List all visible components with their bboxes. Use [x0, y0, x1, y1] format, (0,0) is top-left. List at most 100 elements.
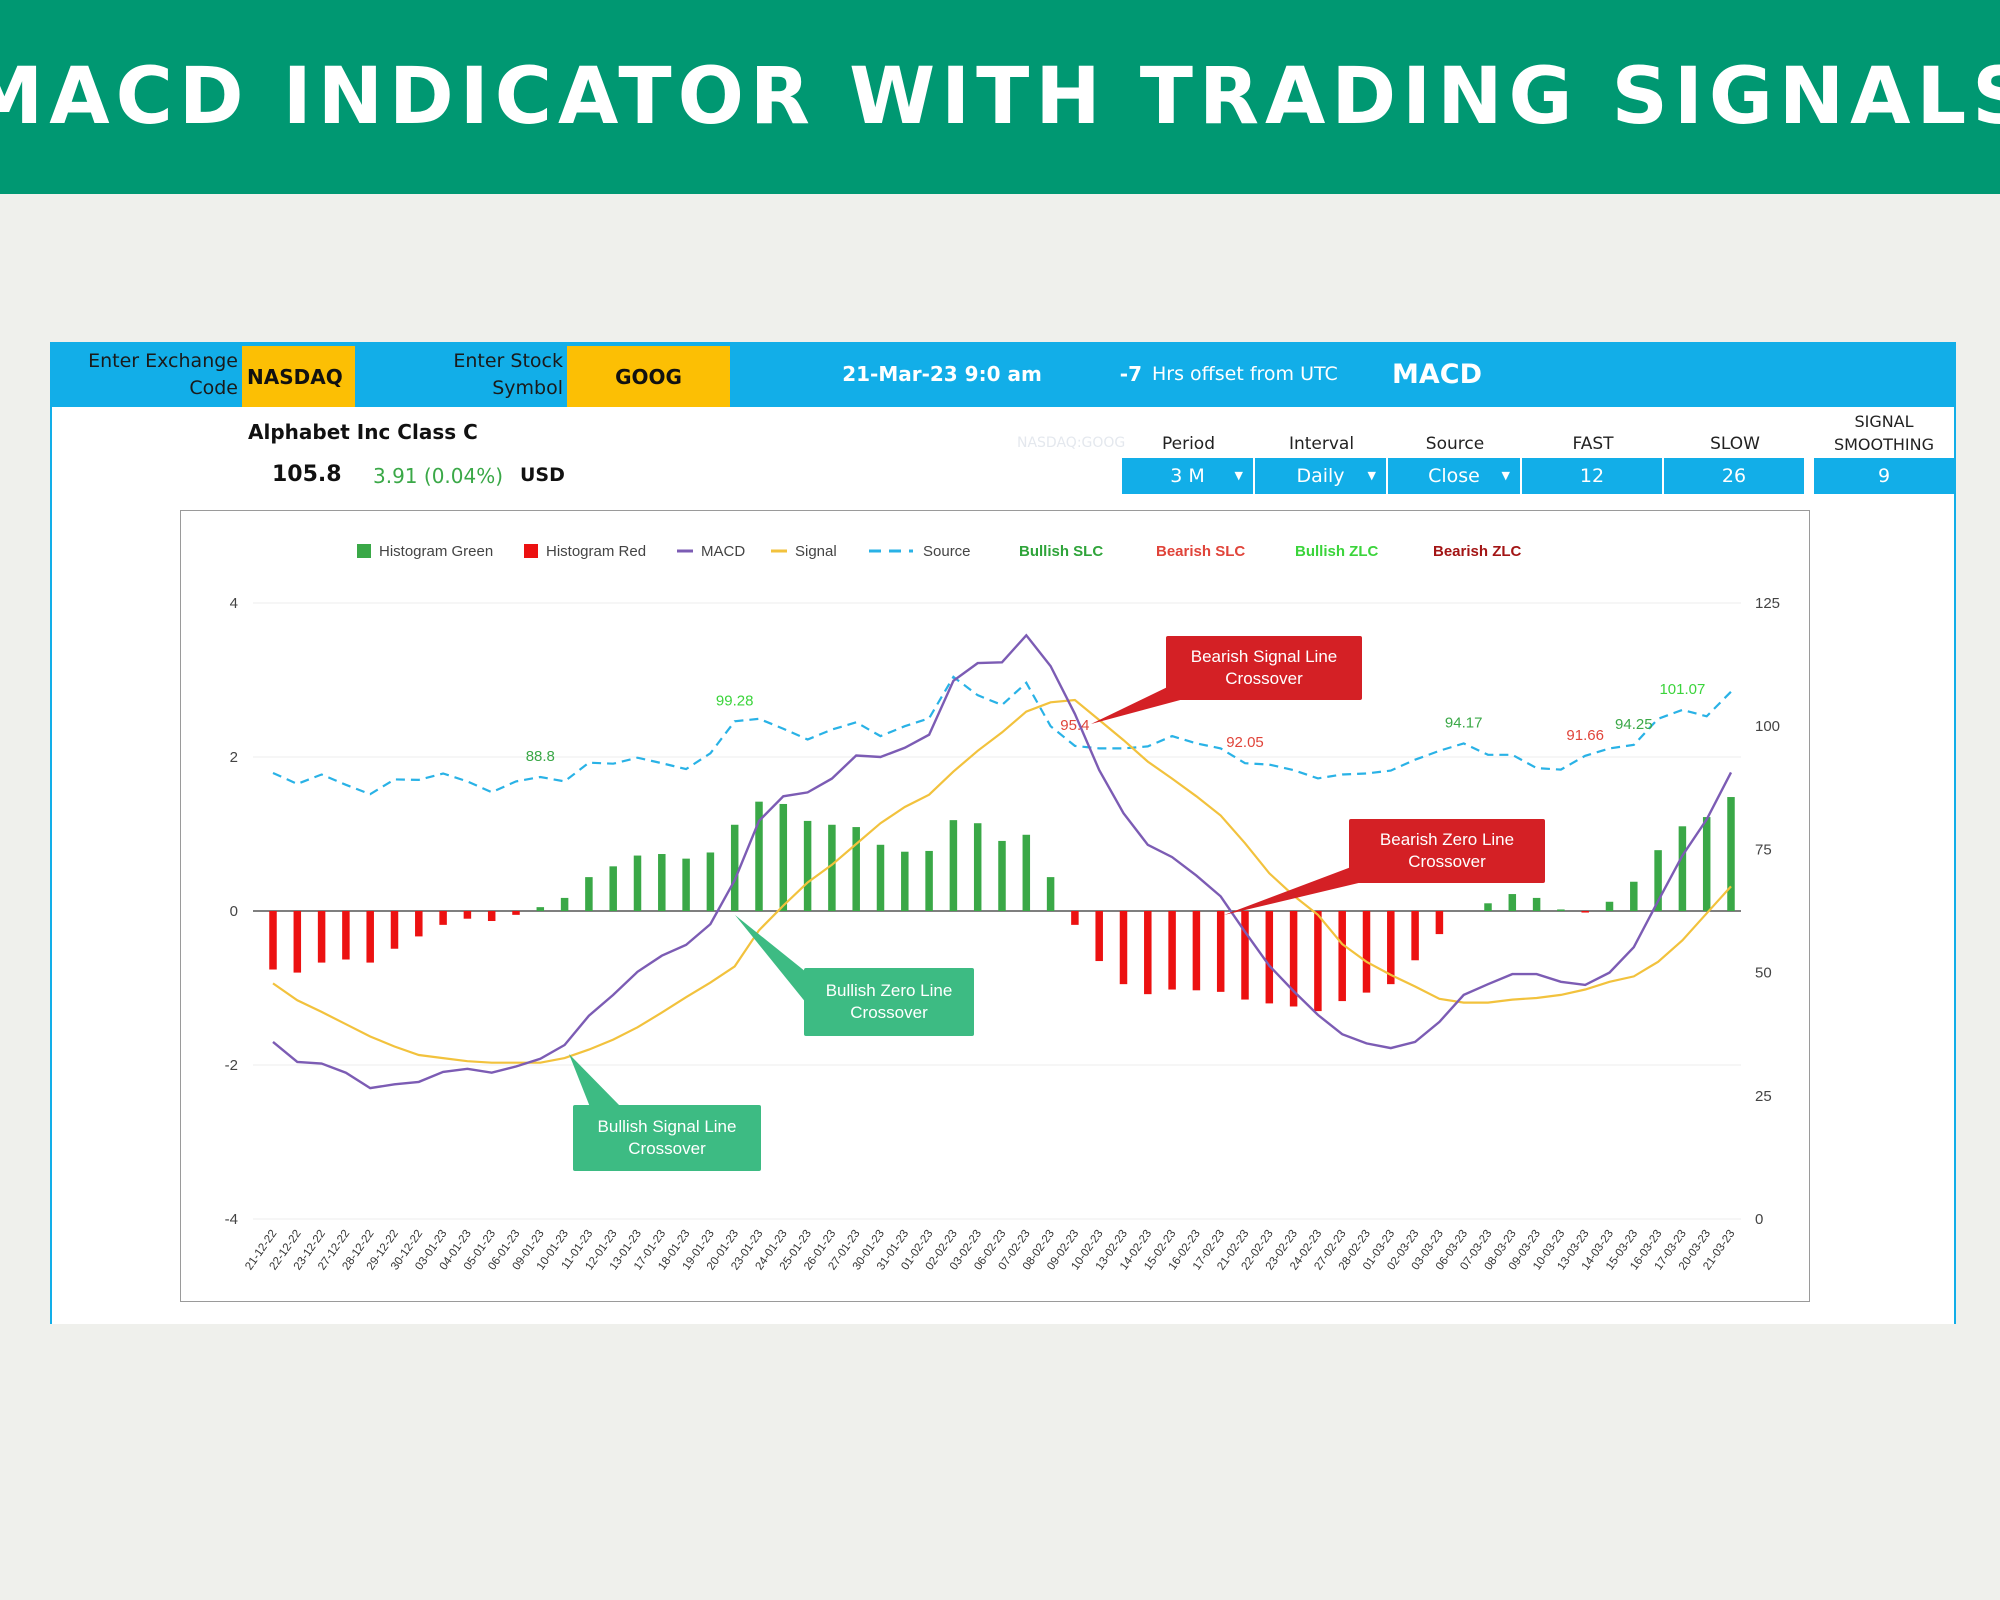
fast-input[interactable]: 12: [1522, 458, 1662, 494]
symbol-input[interactable]: GOOG: [567, 346, 730, 407]
source-point-label: 91.66: [1566, 727, 1604, 744]
y-right-tick-label: 100: [1755, 718, 1780, 735]
histogram-green-bar: [609, 866, 617, 911]
currency: USD: [520, 464, 565, 486]
histogram-green-bar: [730, 824, 739, 911]
histogram-green-bar: [998, 840, 1006, 911]
histogram-green-bar: [1654, 850, 1662, 911]
symbol-label: Enter Stock Symbol: [453, 350, 563, 399]
chevron-down-icon: ▼: [1367, 469, 1376, 482]
page-title: MACD INDICATOR WITH TRADING SIGNALS: [0, 52, 2000, 142]
title-banner: MACD INDICATOR WITH TRADING SIGNALS: [0, 0, 2000, 194]
histogram-red-bar: [1362, 911, 1371, 993]
callout-label: Bullish Zero Line: [826, 981, 953, 1000]
callout-label: Crossover: [628, 1139, 706, 1158]
source-point-label: 94.17: [1445, 714, 1483, 731]
legend-label: Signal: [795, 543, 837, 560]
histogram-green-bar: [706, 852, 715, 911]
exchange-input[interactable]: NASDAQ: [242, 346, 355, 407]
legend-label: Histogram Green: [379, 543, 493, 560]
histogram-red-bar: [1387, 911, 1395, 985]
datetime-display: 21-Mar-23 9:0 am: [842, 362, 1042, 386]
legend-swatch: [357, 544, 371, 558]
histogram-red-bar: [1144, 911, 1152, 995]
histogram-green-bar: [633, 855, 642, 911]
slow-input[interactable]: 26: [1664, 458, 1804, 494]
spreadsheet-panel: Enter Exchange Code NASDAQ Enter Stock S…: [50, 342, 1956, 1324]
utc-offset-value[interactable]: -7: [1119, 362, 1142, 386]
histogram-red-bar: [463, 911, 472, 919]
callout-box: [804, 968, 974, 1036]
interval-header: Interval: [1288, 434, 1355, 454]
legend-label: Source: [923, 543, 971, 560]
ticker-ghost: NASDAQ:GOOG: [1017, 435, 1126, 451]
y-left-tick-label: 4: [230, 595, 238, 612]
legend-swatch: [524, 544, 538, 558]
period-value: 3 M: [1170, 465, 1205, 487]
callout-label: Bullish Signal Line: [598, 1117, 737, 1136]
histogram-green-bar: [973, 823, 982, 911]
input-bar: Enter Exchange Code NASDAQ Enter Stock S…: [52, 342, 1954, 407]
legend-label: Bullish SLC: [1019, 543, 1103, 560]
histogram-green-bar: [1727, 797, 1735, 911]
callout-pointer: [569, 1054, 621, 1107]
histogram-green-bar: [585, 877, 593, 911]
histogram-green-bar: [1484, 903, 1492, 911]
callout-label: Crossover: [850, 1003, 928, 1022]
interval-select[interactable]: Daily ▼: [1255, 458, 1386, 494]
histogram-red-bar: [366, 911, 374, 963]
period-header: Period: [1161, 434, 1215, 454]
histogram-red-bar: [439, 911, 447, 925]
histogram-red-bar: [1314, 911, 1322, 1012]
source-point-label: 101.07: [1659, 681, 1705, 698]
signal-smoothing-header: SIGNAL SMOOTHING: [1833, 412, 1935, 454]
histogram-green-bar: [803, 820, 812, 911]
callout-label: Crossover: [1225, 669, 1303, 688]
histogram-green-bar: [779, 803, 788, 911]
y-right-tick-label: 125: [1755, 595, 1780, 612]
histogram-red-bar: [1581, 911, 1589, 913]
period-select[interactable]: 3 M ▼: [1122, 458, 1253, 494]
fast-header: FAST: [1572, 434, 1614, 454]
macd-line: [272, 633, 1733, 1090]
callout-label: Bearish Zero Line: [1380, 830, 1514, 849]
callout-pointer: [1091, 679, 1184, 724]
histogram-green-bar: [901, 851, 909, 911]
company-name: Alphabet Inc Class C: [248, 420, 478, 444]
histogram-red-bar: [415, 911, 423, 937]
histogram-red-bar: [1216, 911, 1225, 992]
histogram-green-bar: [1678, 826, 1687, 911]
legend-label: Bearish SLC: [1156, 543, 1245, 560]
histogram-green-bar: [852, 827, 860, 911]
histogram-red-bar: [293, 911, 302, 973]
histogram-red-bar: [1265, 911, 1274, 1004]
source-point-label: 95.4: [1060, 717, 1089, 734]
histogram-red-bar: [1168, 911, 1176, 990]
stock-price: 105.8: [272, 462, 342, 487]
source-point-label: 94.25: [1615, 716, 1653, 733]
y-left-tick-label: -4: [225, 1211, 238, 1228]
histogram-green-bar: [1532, 897, 1541, 911]
source-select[interactable]: Close ▼: [1388, 458, 1520, 494]
histogram-green-bar: [1605, 901, 1614, 911]
histogram-green-bar: [1557, 909, 1565, 911]
histogram-green-bar: [1702, 817, 1711, 911]
legend-label: Histogram Red: [546, 543, 646, 560]
callout-pointer: [735, 915, 811, 1009]
histogram-green-bar: [1046, 877, 1055, 911]
y-right-tick-label: 75: [1755, 841, 1772, 858]
histogram-red-bar: [342, 911, 350, 960]
histogram-green-bar: [658, 854, 666, 911]
callout-label: Crossover: [1408, 852, 1486, 871]
histogram-red-bar: [1095, 911, 1103, 962]
callout-box: [573, 1105, 761, 1171]
histogram-red-bar: [1119, 911, 1128, 985]
y-left-tick-label: 0: [230, 903, 238, 920]
histogram-red-bar: [390, 911, 399, 949]
callout-box: [1166, 636, 1362, 700]
chevron-down-icon: ▼: [1234, 469, 1243, 482]
histogram-red-bar: [1411, 911, 1419, 961]
histogram-red-bar: [1289, 911, 1298, 1007]
source-header: Source: [1425, 434, 1485, 454]
signal-smoothing-input[interactable]: 9: [1814, 458, 1954, 494]
